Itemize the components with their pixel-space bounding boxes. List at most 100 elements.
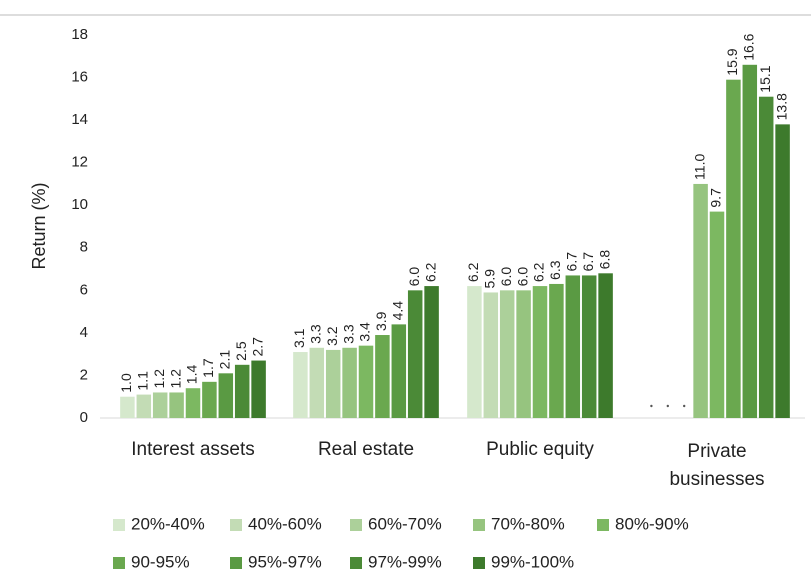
bar (358, 345, 374, 418)
data-label: 6.0 (406, 267, 422, 287)
legend-swatch (230, 519, 242, 531)
data-label: 6.3 (547, 260, 563, 280)
data-label: 4.4 (390, 301, 406, 321)
bar (391, 324, 407, 418)
bar (499, 290, 515, 418)
legend-swatch (350, 557, 362, 569)
legend-label: 20%-40% (131, 514, 205, 533)
legend-swatch (113, 557, 125, 569)
data-label: 2.1 (217, 350, 233, 370)
data-label: 3.4 (357, 322, 373, 342)
bar (516, 290, 531, 418)
missing-dot (666, 404, 669, 408)
y-tick-label: 2 (80, 366, 88, 383)
data-label: 2.7 (249, 337, 265, 357)
data-label: 6.7 (580, 252, 596, 272)
data-label: 6.8 (596, 250, 612, 270)
data-label: 2.5 (233, 341, 249, 361)
legend-swatch (597, 519, 609, 531)
y-tick-label: 0 (80, 409, 88, 426)
y-tick-label: 10 (71, 196, 88, 213)
missing-dot (650, 404, 653, 408)
data-label: 3.2 (324, 326, 340, 346)
bar (120, 396, 135, 418)
bar (202, 381, 217, 418)
data-label: 6.0 (498, 267, 514, 287)
data-label: 1.7 (200, 358, 216, 378)
y-tick-label: 6 (80, 281, 88, 298)
bar (483, 292, 499, 418)
y-tick-label: 18 (71, 26, 88, 43)
bar (758, 96, 774, 418)
legend-swatch (230, 557, 242, 569)
data-label: 3.3 (308, 324, 324, 344)
data-label: 6.2 (531, 262, 547, 282)
bar (726, 79, 741, 418)
y-tick-label: 14 (71, 111, 88, 128)
legend-swatch (350, 519, 362, 531)
x-tick-label: Real estate (317, 439, 415, 460)
legend-swatch (473, 519, 485, 531)
legend-label: 90-95% (131, 552, 190, 571)
legend-label: 80%-90% (615, 514, 689, 533)
y-axis-title: Return (%) (29, 182, 49, 269)
bar (549, 283, 564, 418)
data-label: 11.0 (691, 154, 707, 180)
bar (234, 364, 250, 418)
bar (325, 349, 341, 418)
bar (598, 273, 613, 418)
bar (218, 373, 234, 418)
bar (709, 211, 725, 418)
data-label: 1.4 (184, 365, 200, 385)
legend-label: 40%-60% (248, 514, 322, 533)
legend-label: 95%-97% (248, 552, 322, 571)
bar (251, 360, 266, 418)
bar (136, 394, 152, 418)
data-label: 6.7 (564, 252, 580, 272)
legend-label: 60%-70% (368, 514, 442, 533)
y-tick-label: 4 (80, 324, 88, 341)
legend-swatch (113, 519, 125, 531)
x-tick-label: Interest assets (131, 439, 255, 460)
legend-label: 99%-100% (491, 552, 574, 571)
legend-label: 97%-99% (368, 552, 442, 571)
y-tick-label: 8 (80, 239, 88, 256)
data-label: 16.6 (741, 33, 757, 60)
bar (742, 64, 758, 419)
data-label: 1.2 (151, 369, 167, 389)
legend-label: 70%-80% (491, 514, 565, 533)
legend-swatch (473, 557, 485, 569)
data-label: 3.9 (373, 311, 389, 331)
bar (693, 183, 708, 418)
bar (342, 347, 357, 418)
data-label: 15.1 (757, 65, 773, 92)
data-label: 13.8 (773, 93, 789, 120)
bar (169, 392, 184, 418)
bar (775, 124, 790, 418)
data-label: 9.7 (708, 188, 724, 208)
bar (467, 286, 482, 418)
data-label: 1.0 (118, 373, 134, 393)
data-label: 5.9 (482, 269, 498, 289)
data-label: 1.1 (135, 371, 151, 391)
missing-dot (683, 404, 686, 408)
data-label: 1.2 (167, 369, 183, 389)
bar (581, 275, 597, 418)
data-label: 3.3 (340, 324, 356, 344)
bar (185, 388, 201, 418)
y-tick-label: 16 (71, 69, 88, 86)
x-tick-label: Public equity (486, 439, 594, 460)
data-label: 15.9 (724, 48, 740, 75)
data-label: 6.2 (465, 262, 481, 282)
bar (152, 392, 168, 418)
bar (424, 286, 439, 418)
bar (293, 352, 308, 418)
data-label: 3.1 (291, 328, 307, 348)
data-label: 6.2 (422, 262, 438, 282)
y-tick-label: 12 (71, 154, 88, 171)
data-label: 6.0 (514, 267, 530, 287)
bar (309, 347, 325, 418)
bar (375, 335, 390, 418)
